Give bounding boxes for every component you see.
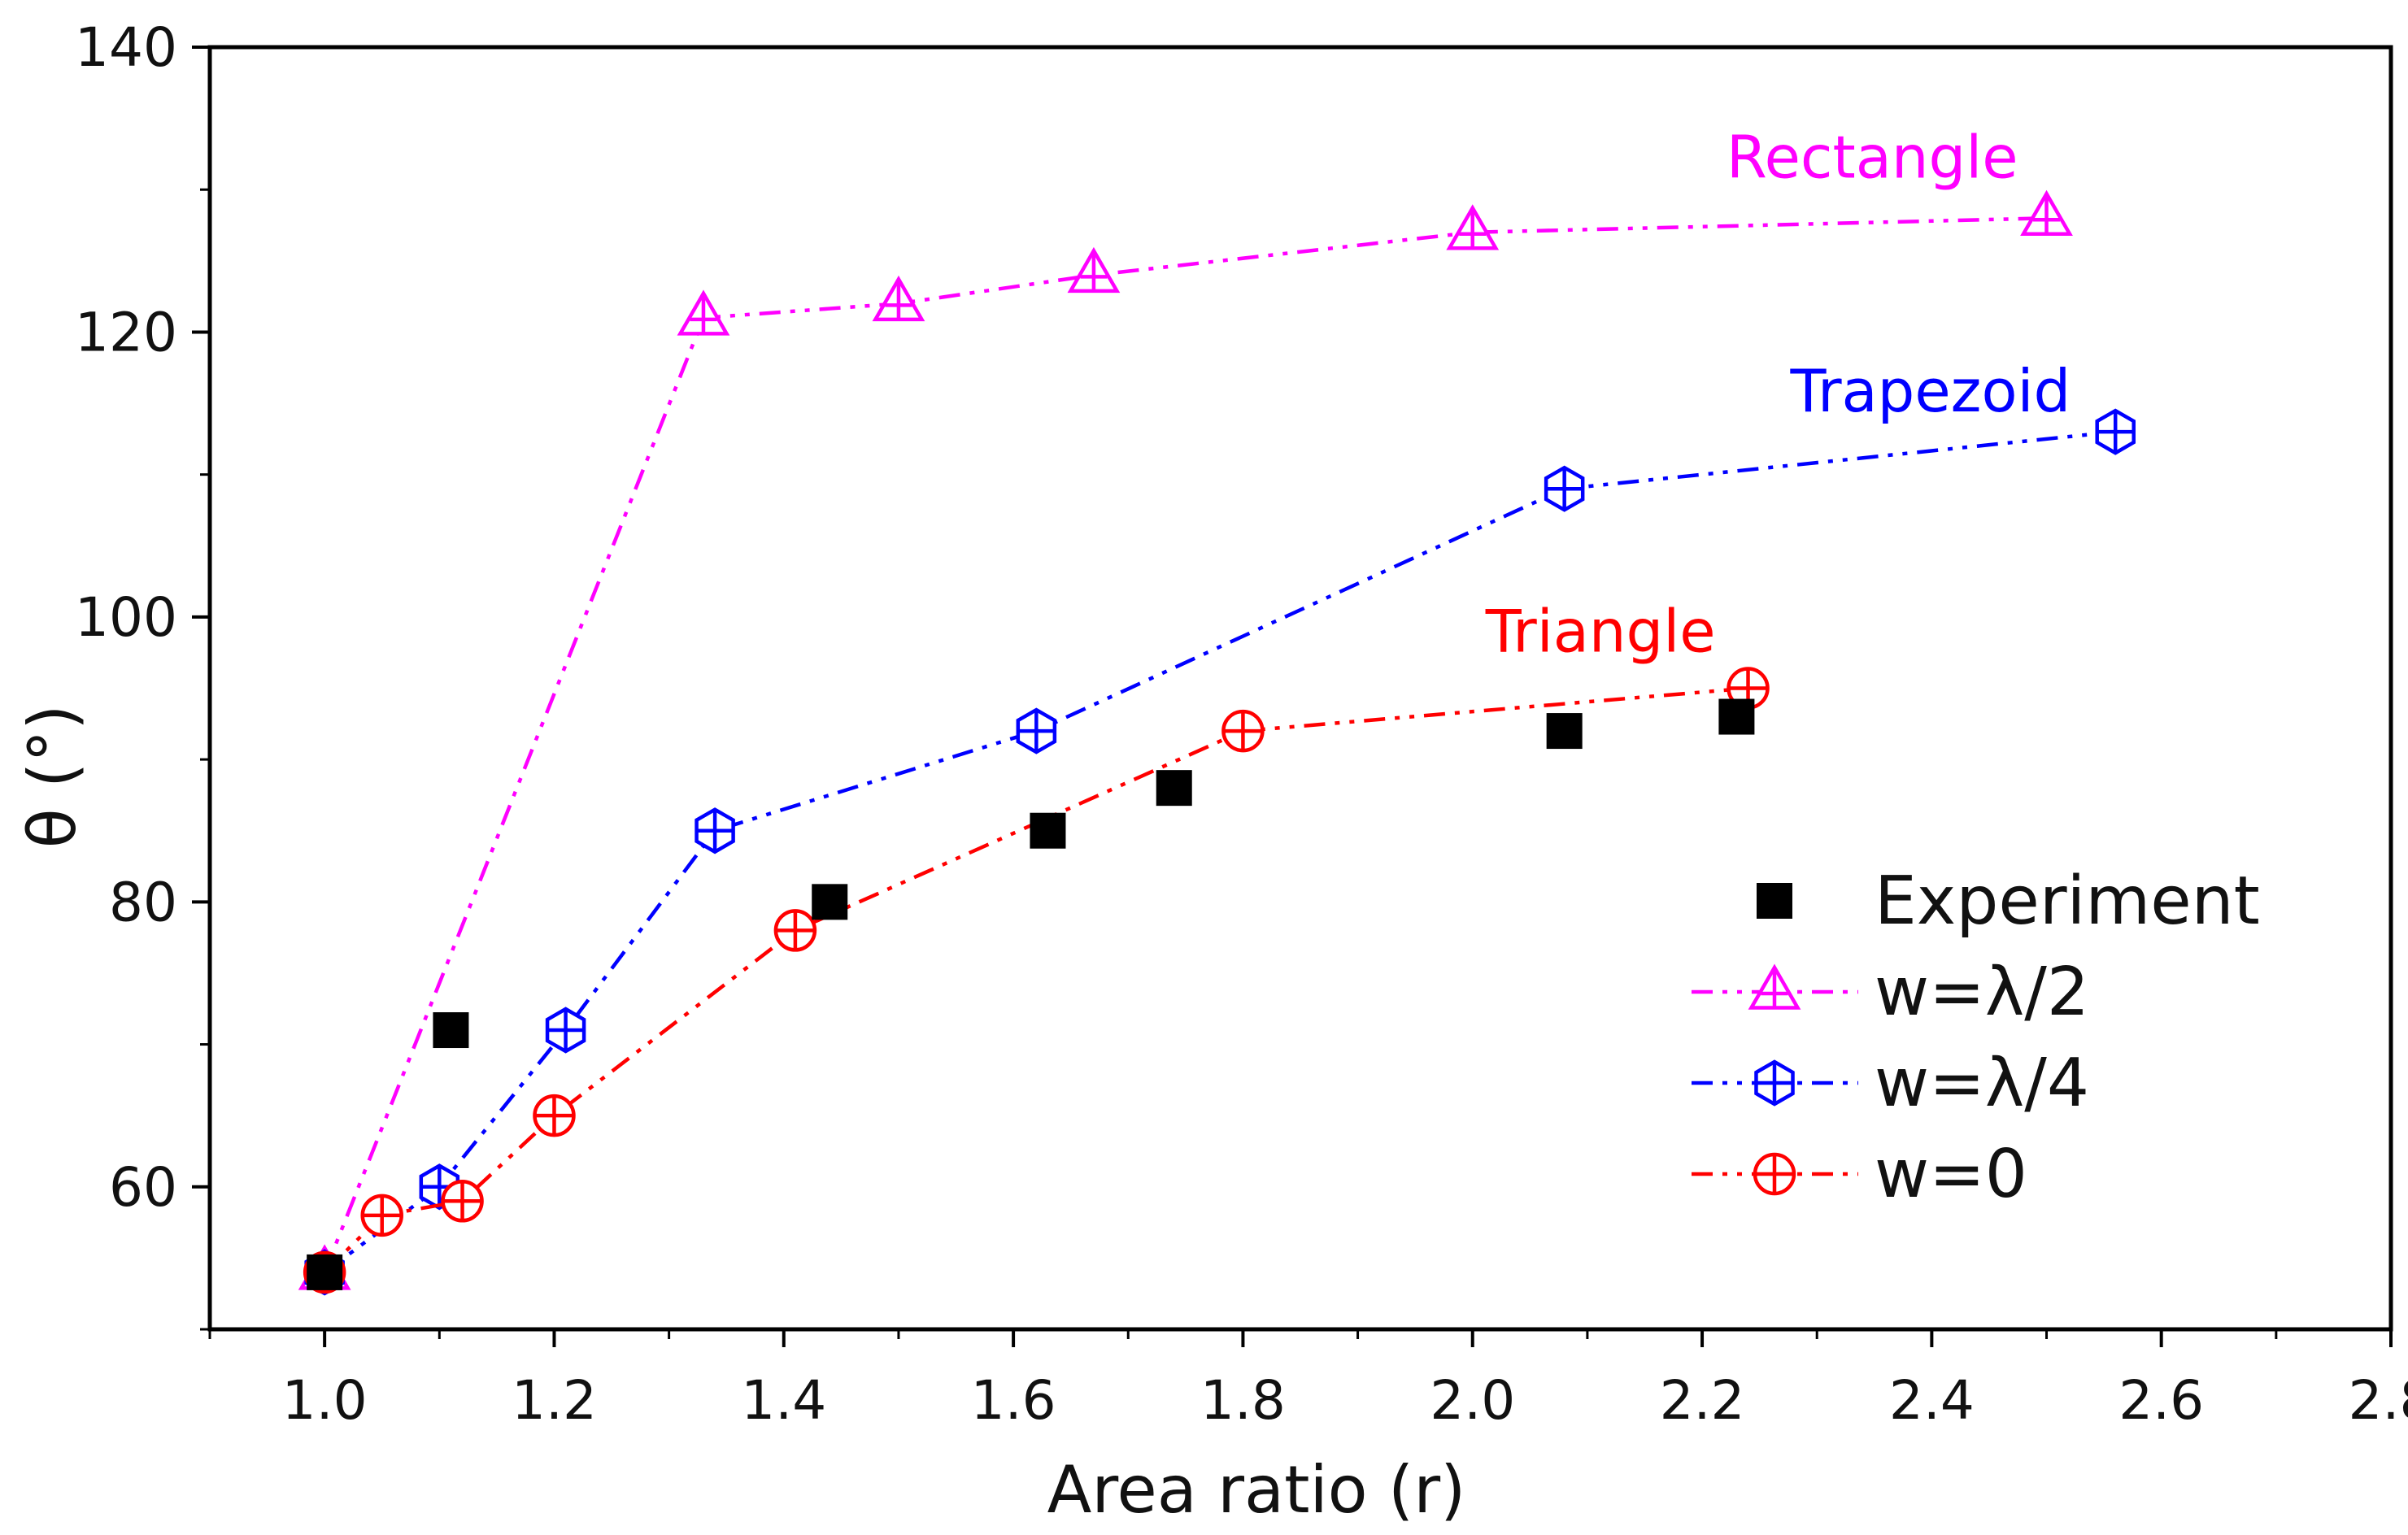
x-axis-label: Area ratio (r): [1047, 1452, 1466, 1528]
series-experiment-point: [1546, 713, 1583, 750]
series-triangle-point: [1727, 667, 1770, 710]
x-tick-label: 2.0: [1430, 1369, 1515, 1432]
annotation-group: Rectangle Trapezoid Triangle: [1485, 123, 2071, 665]
legend-item-w-4: w=λ/4: [1692, 1045, 2089, 1122]
series-rectangle-point: [1446, 204, 1500, 250]
series-rectangle-point: [1067, 246, 1121, 294]
marker-square: [1546, 713, 1583, 750]
series-triangle: [303, 667, 1770, 1294]
series-triangle-point: [441, 1180, 484, 1223]
x-tick-label: 2.8: [2349, 1369, 2408, 1432]
series-triangle-point: [1221, 709, 1265, 753]
series-experiment: [307, 698, 1755, 1290]
legend-label: w=λ/4: [1875, 1045, 2089, 1122]
series-experiment-point: [433, 1012, 469, 1049]
series-experiment-point: [1718, 698, 1755, 735]
legend-item-w-2: w=λ/2: [1692, 954, 2089, 1031]
series-experiment-point: [1156, 770, 1192, 807]
series-trapezoid-point: [695, 807, 735, 854]
annotation-rectangle: Rectangle: [1727, 123, 2018, 191]
x-tick-label: 1.8: [1200, 1369, 1286, 1432]
y-tick-label: 120: [75, 301, 177, 363]
series-experiment-point: [307, 1254, 343, 1290]
axes-group: 1.0 1.2 1.4 1.6 1.8 2.0 2.2 2.4 2.6 2.8 60 80 100 120…: [75, 16, 2408, 1432]
marker-square: [307, 1254, 343, 1290]
y-axis-label: θ (°): [15, 705, 90, 849]
x-tick-label: 1.0: [282, 1369, 368, 1432]
series-trapezoid-point: [2095, 408, 2136, 455]
legend-marker: [1753, 1152, 1796, 1196]
plot-frame: [207, 45, 2393, 1332]
series-trapezoid-point: [1016, 707, 1057, 754]
series-triangle-point: [360, 1194, 403, 1237]
series-triangle-point: [773, 909, 817, 952]
x-tick-label: 2.4: [1889, 1369, 1975, 1432]
x-tick-label: 2.6: [2118, 1369, 2204, 1432]
legend-label: w=λ/2: [1875, 954, 2089, 1031]
x-tick-label: 1.4: [741, 1369, 826, 1432]
legend-label: Experiment: [1875, 863, 2260, 940]
x-tick-label: 2.2: [1660, 1369, 1745, 1432]
series-rectangle-point: [2020, 189, 2073, 237]
legend-marker: [1757, 883, 1792, 919]
series-rectangle: [298, 189, 2073, 1290]
series-triangle-line: [323, 686, 1748, 1274]
plot-frame-group: [207, 45, 2393, 1332]
series-triangle-point: [533, 1094, 576, 1137]
y-tick-label: 100: [75, 586, 177, 649]
annotation-triangle: Triangle: [1485, 598, 1716, 666]
series-trapezoid: [304, 408, 2136, 1296]
series-rectangle-line: [323, 216, 2047, 1273]
marker-square: [1757, 883, 1792, 919]
series-trapezoid-point: [545, 1007, 586, 1054]
legend-item-experiment: Experiment: [1757, 863, 2260, 940]
legend-label: w=0: [1875, 1136, 2027, 1213]
series-trapezoid-line: [323, 429, 2116, 1274]
marker-square: [433, 1012, 469, 1049]
y-tick-label: 60: [109, 1156, 177, 1219]
marker-square: [1156, 770, 1192, 807]
y-tick-label: 140: [75, 16, 177, 79]
series-group: [298, 189, 2136, 1296]
annotation-trapezoid: Trapezoid: [1790, 357, 2071, 425]
y-tick-label: 80: [109, 871, 177, 933]
legend-marker: [1754, 1059, 1795, 1107]
marker-square: [1030, 812, 1066, 849]
series-rectangle-point: [677, 289, 730, 336]
x-tick-label: 1.2: [512, 1369, 597, 1432]
series-experiment-point: [1030, 812, 1066, 849]
x-tick-label: 1.6: [971, 1369, 1056, 1432]
marker-square: [812, 884, 848, 920]
marker-square: [1718, 698, 1755, 735]
legend-item-w-0: w=0: [1692, 1136, 2027, 1213]
series-experiment-point: [812, 884, 848, 920]
series-trapezoid-point: [1544, 465, 1585, 512]
legend: Experiment w=λ/2 w=λ/4 w=0: [1692, 863, 2260, 1213]
series-rectangle-point: [872, 275, 925, 322]
legend-marker: [1748, 963, 1801, 1010]
